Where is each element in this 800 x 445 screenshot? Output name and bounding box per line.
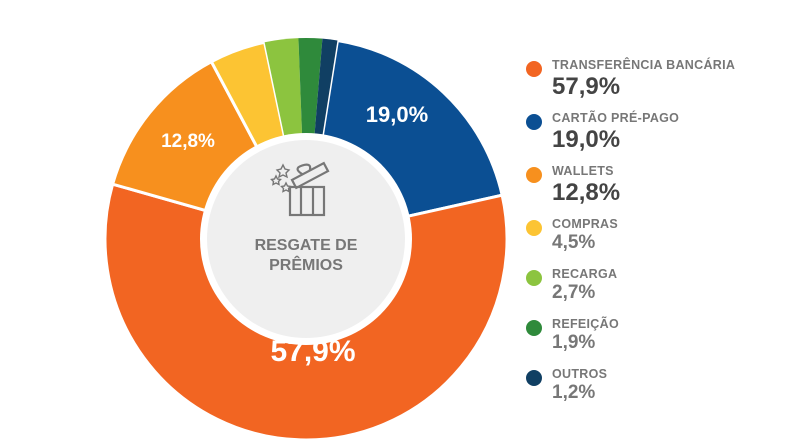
legend-color-dot [526,370,542,386]
legend-color-dot [526,220,542,236]
legend-color-dot [526,61,542,77]
legend-item: WALLETS 12,8% [526,164,735,217]
center-label-line2: PRÊMIOS [269,255,343,274]
legend: TRANSFERÊNCIA BANCÁRIA 57,9% CARTÃO PRÉ-… [526,58,735,417]
legend-item: RECARGA 2,7% [526,267,735,317]
legend-value: 19,0% [552,126,621,153]
legend-item: REFEIÇÃO 1,9% [526,317,735,367]
legend-value: 1,2% [552,382,596,403]
slice-label: 12,8% [161,131,215,152]
legend-item: COMPRAS 4,5% [526,217,735,267]
legend-color-dot [526,114,542,130]
legend-label: CARTÃO PRÉ-PAGO [552,111,680,125]
donut-chart: RESGATE DE PRÊMIOS 19,0% 57,9% 12,8% [103,37,509,442]
slice-label: 19,0% [366,102,428,127]
legend-color-dot [526,270,542,286]
legend-label: REFEIÇÃO [552,317,619,331]
slice-label: 57,9% [270,335,355,368]
legend-value: 12,8% [552,179,621,206]
legend-item: CARTÃO PRÉ-PAGO 19,0% [526,111,735,164]
center-label-line1: RESGATE DE [255,237,358,254]
legend-label: WALLETS [552,164,614,178]
legend-label: OUTROS [552,367,608,381]
legend-value: 1,9% [552,332,596,353]
gift-icon [270,161,330,217]
legend-label: COMPRAS [552,217,618,231]
legend-item: OUTROS 1,2% [526,367,735,417]
legend-color-dot [526,167,542,183]
center-circle [207,140,405,338]
legend-label: RECARGA [552,267,618,281]
legend-value: 4,5% [552,232,596,253]
legend-color-dot [526,320,542,336]
legend-value: 2,7% [552,282,596,303]
legend-value: 57,9% [552,73,621,100]
legend-item: TRANSFERÊNCIA BANCÁRIA 57,9% [526,58,735,111]
legend-label: TRANSFERÊNCIA BANCÁRIA [552,58,736,72]
